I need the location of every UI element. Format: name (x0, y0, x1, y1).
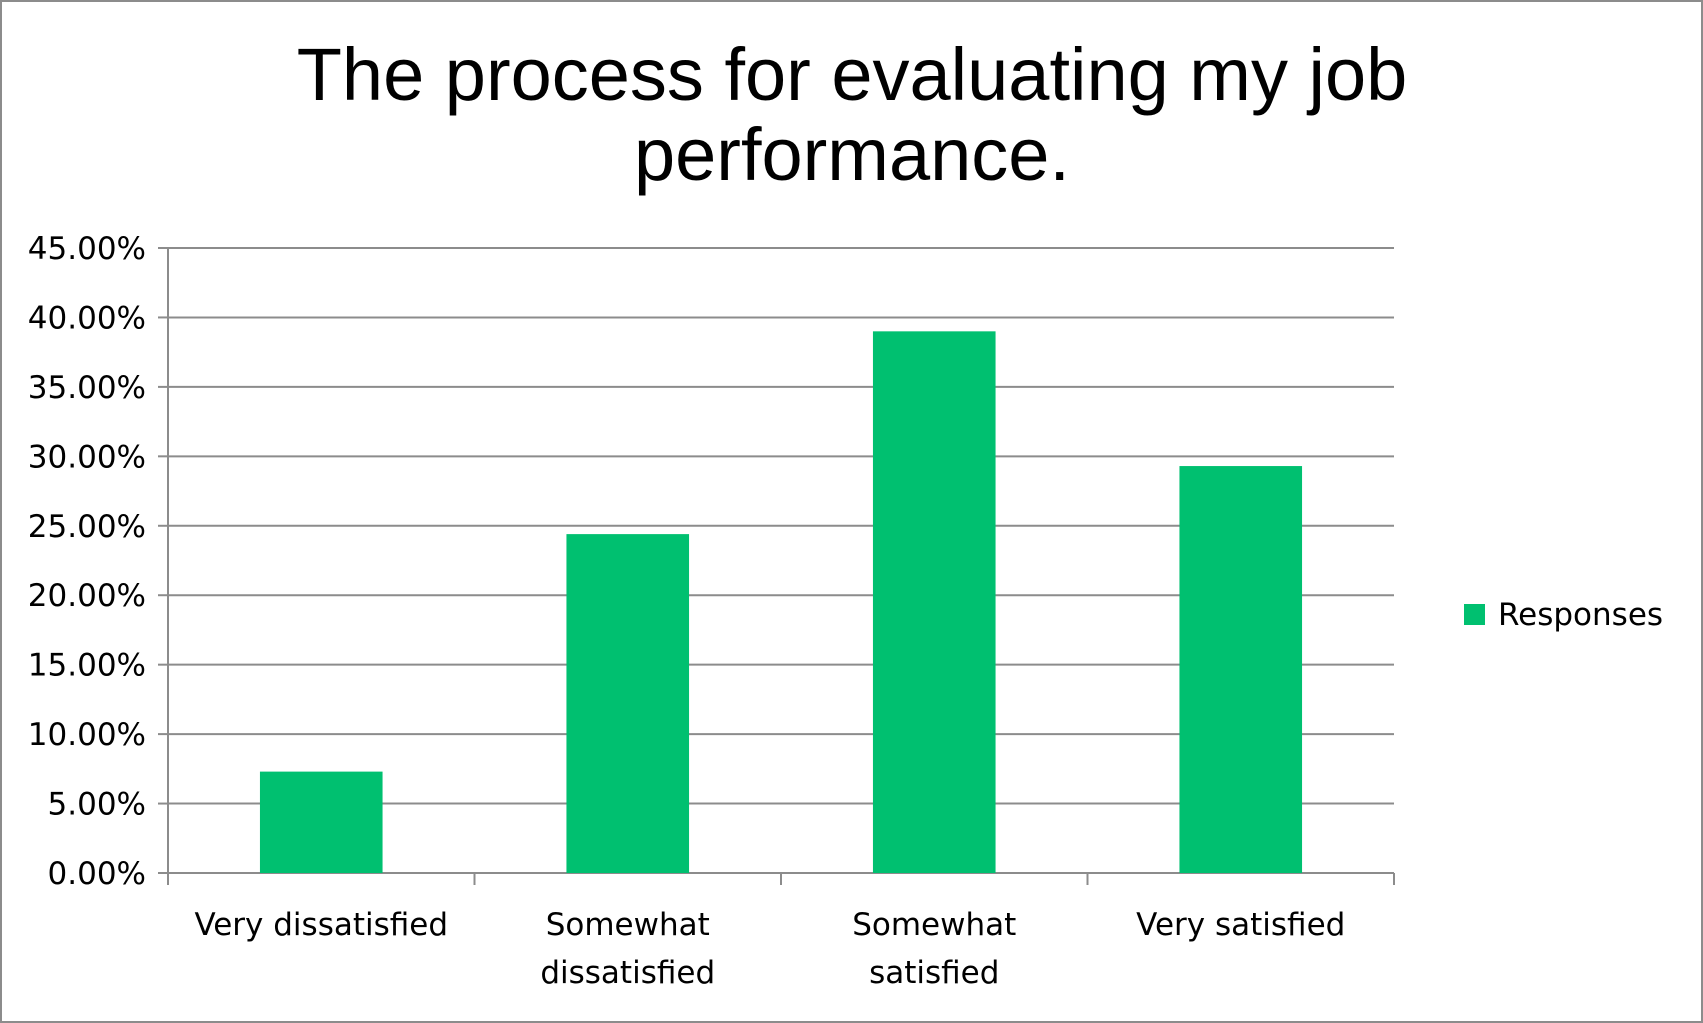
y-tick-label: 40.00% (28, 300, 146, 336)
x-tick-label: Somewhat dissatisfied (540, 907, 715, 991)
bar (566, 534, 690, 873)
y-tick-labels: 0.00% 5.00% 10.00% 15.00% 20.00% 25.00% 30.00%… (28, 231, 146, 892)
bar (259, 771, 383, 873)
legend-swatch (1464, 604, 1485, 625)
x-tick-label: Very satisfied (1136, 907, 1345, 943)
y-tick-label: 35.00% (28, 370, 146, 406)
x-tick-labels: Very dissatisfied Somewhat dissatisfied Som… (194, 907, 1345, 991)
bar (872, 331, 996, 873)
chart-title-line: The process for evaluating my job (297, 33, 1408, 116)
y-tick-label: 0.00% (48, 856, 146, 892)
y-tick-label: 5.00% (48, 787, 146, 823)
y-tick-label: 30.00% (28, 439, 146, 475)
y-tick-label: 45.00% (28, 231, 146, 267)
bars (259, 331, 1303, 873)
y-tick-label: 15.00% (28, 648, 146, 684)
y-tick-label: 20.00% (28, 578, 146, 614)
legend: Responses (1464, 597, 1663, 633)
chart-title-line: performance. (634, 113, 1070, 196)
legend-label: Responses (1498, 597, 1663, 633)
bar (1179, 466, 1303, 873)
x-tick-label: Very dissatisfied (194, 907, 448, 943)
y-tick-label: 10.00% (28, 717, 146, 753)
chart-title: The process for evaluating my jobperform… (297, 33, 1408, 196)
x-tick-label: Somewhat satisfied (852, 907, 1016, 991)
y-tick-label: 25.00% (28, 509, 146, 545)
